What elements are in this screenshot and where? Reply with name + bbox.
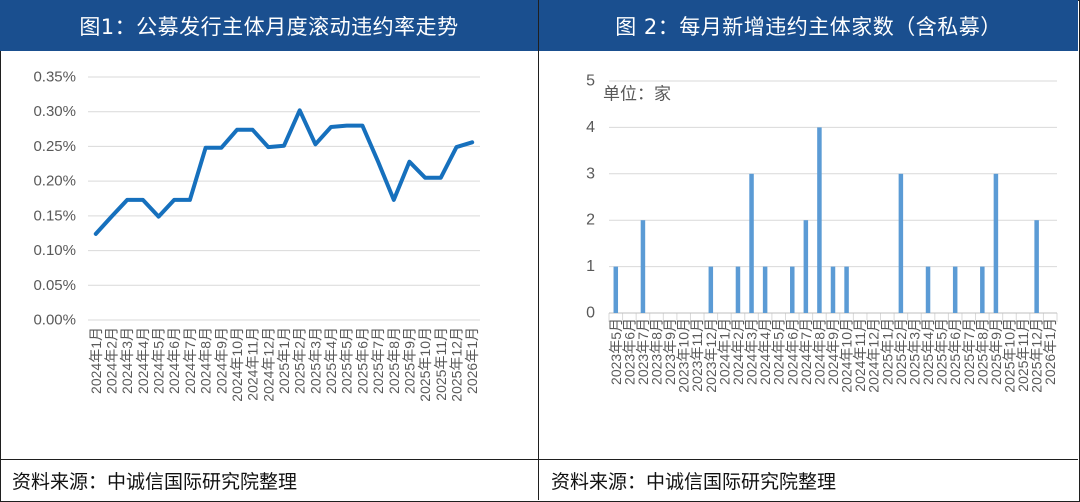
default-count-bar [952,266,958,313]
x-tick-label: 2025年11月 [433,327,449,401]
x-tick-label: 2024年3月 [744,318,760,385]
x-tick-label: 2025年7月 [961,318,977,385]
x-tick-label: 2024年8月 [811,318,827,385]
y-tick-label: 1 [586,258,595,275]
y-tick-label: 0.35% [33,69,76,86]
default-count-bar [762,266,768,313]
x-tick-label: 2023年5月 [608,318,624,385]
x-tick-label: 2024年5月 [151,327,167,394]
x-tick-label: 2024年1月 [88,327,104,394]
x-tick-label: 2025年2月 [893,318,909,385]
x-tick-label: 2026年1月 [464,327,480,394]
x-tick-label: 2024年11月 [852,318,868,392]
y-tick-label: 0.00% [33,312,76,329]
x-tick-label: 2024年10月 [839,318,855,393]
x-tick-label: 2023年9月 [662,318,678,385]
right-source-note: 资料来源：中诚信国际研究院整理 [551,470,837,493]
x-tick-label: 2023年6月 [621,318,637,385]
y-tick-label: 0.15% [33,207,76,224]
default-count-bar [898,173,904,313]
default-count-bar [993,173,999,313]
x-tick-label: 2024年12月 [866,318,882,393]
y-tick-label: 0.30% [33,103,76,120]
left-chart-title: 图1：公募发行主体月度滚动违约率走势 [0,0,538,51]
right-chart-title: 图 2：每月新增违约主体家数（含私募） [539,0,1078,51]
y-tick-label: 0.10% [33,242,76,259]
x-tick-label: 2026年1月 [1042,318,1058,385]
default-count-bar [613,266,619,313]
panel-divider [538,0,539,500]
default-count-bar [708,266,714,313]
x-tick-label: 2025年12月 [448,327,464,402]
default-count-bar [640,220,646,313]
default-count-bar [817,127,822,314]
default-count-bar [1034,220,1039,313]
x-tick-label: 2023年8月 [649,318,665,385]
x-tick-label: 2023年10月 [676,318,692,393]
x-tick-label: 2024年11月 [245,327,261,401]
y-tick-label: 3 [586,165,595,182]
x-tick-label: 2024年7月 [798,318,814,385]
x-tick-label: 2025年5月 [934,318,950,385]
y-tick-label: 0.25% [33,138,76,155]
x-tick-label: 2024年5月 [771,318,787,385]
default-count-bar [844,266,849,313]
y-tick-label: 5 [586,73,595,90]
default-count-bar [925,266,931,313]
x-tick-label: 2025年3月 [307,327,323,394]
x-tick-label: 2025年6月 [354,327,370,394]
y-tick-label: 0.20% [33,173,76,190]
footer-divider [0,459,1078,460]
x-tick-label: 2025年4月 [323,327,339,394]
x-tick-label: 2024年9月 [213,327,229,394]
default-count-bar [749,173,754,313]
x-tick-label: 2024年4月 [135,327,151,394]
default-count-bar [980,266,985,313]
y-tick-label: 0 [586,305,595,322]
x-tick-label: 2024年10月 [229,327,245,402]
x-tick-label: 2024年8月 [198,327,214,394]
x-tick-label: 2023年11月 [689,318,705,392]
default-rate-line-chart: 0.00% 0.05% 0.10% 0.15% 0.20% 0.25% 0.30% 0.35%… [33,69,480,402]
default-count-bar [803,220,809,313]
x-tick-label: 2025年5月 [339,327,355,394]
x-tick-label: 2025年9月 [988,318,1004,385]
y-tick-label: 4 [586,119,595,136]
x-tick-label: 2025年1月 [879,318,895,385]
x-tick-label: 2025年3月 [906,318,922,385]
default-count-bar [735,266,741,313]
x-tick-label: 2025年7月 [370,327,386,394]
y-tick-label: 0.05% [33,277,76,294]
x-tick-label: 2024年3月 [119,327,135,394]
x-tick-label: 2024年4月 [757,318,773,385]
x-tick-label: 2024年6月 [166,327,182,394]
x-tick-label: 2023年7月 [635,318,651,385]
default-count-bar [830,266,836,313]
x-tick-label: 2024年1月 [716,318,732,385]
x-tick-label: 2025年4月 [920,318,936,385]
x-tick-label: 2025年8月 [974,318,990,385]
x-tick-label: 2025年2月 [292,327,308,394]
x-tick-label: 2025年10月 [417,327,433,402]
unit-label: 单位：家 [603,85,671,104]
x-tick-label: 2025年9月 [401,327,417,394]
x-tick-label: 2024年6月 [784,318,800,385]
monthly-default-bar-chart: 012345单位：家2023年5月2023年6月2023年7月2023年8月20… [586,73,1058,393]
x-tick-label: 2024年7月 [182,327,198,394]
x-tick-label: 2025年8月 [386,327,402,394]
x-tick-label: 2024年9月 [825,318,841,385]
x-tick-label: 2025年12月 [1029,318,1045,393]
y-tick-label: 2 [586,212,595,229]
x-tick-label: 2025年6月 [947,318,963,385]
x-tick-label: 2025年10月 [1001,318,1017,393]
x-tick-label: 2024年2月 [730,318,746,385]
left-source-note: 资料来源：中诚信国际研究院整理 [12,470,298,493]
x-tick-label: 2025年1月 [276,327,292,394]
x-tick-label: 2025年11月 [1015,318,1031,392]
x-tick-label: 2024年2月 [104,327,120,394]
x-tick-label: 2024年12月 [260,327,276,402]
x-tick-label: 2023年12月 [703,318,719,393]
default-count-bar [790,266,795,313]
